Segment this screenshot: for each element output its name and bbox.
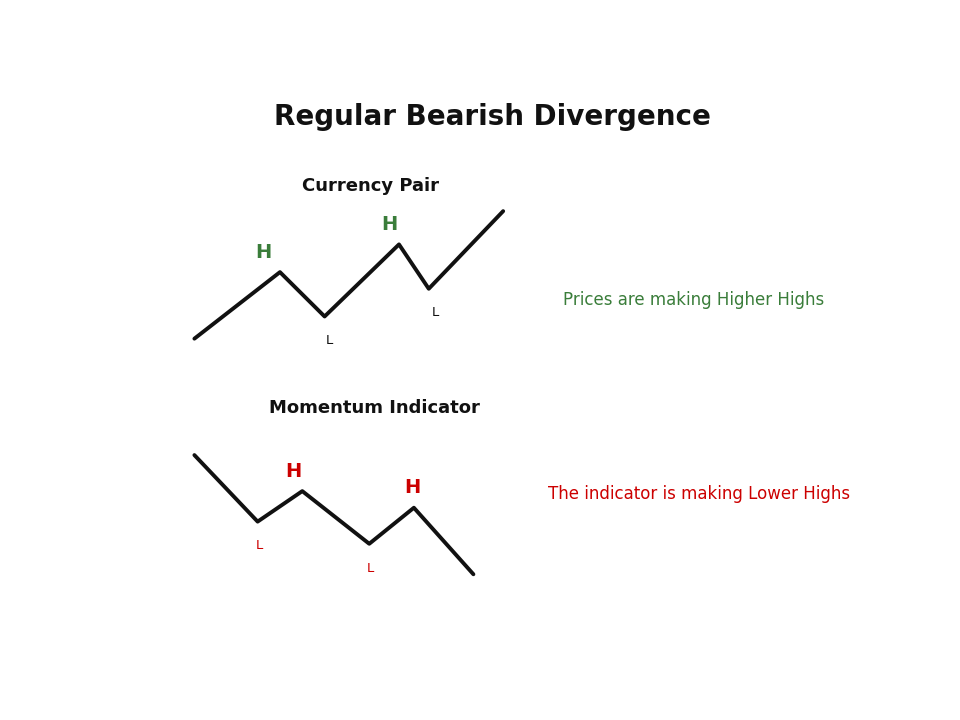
Text: L: L [367, 562, 373, 575]
Text: The indicator is making Lower Highs: The indicator is making Lower Highs [548, 485, 850, 503]
Text: L: L [256, 539, 263, 552]
Text: H: H [255, 243, 272, 261]
Text: H: H [381, 215, 397, 234]
Text: Prices are making Higher Highs: Prices are making Higher Highs [563, 291, 824, 309]
Text: L: L [326, 334, 333, 347]
Text: L: L [432, 307, 439, 320]
Text: Momentum Indicator: Momentum Indicator [269, 399, 480, 417]
Text: Currency Pair: Currency Pair [302, 177, 440, 195]
Text: H: H [285, 462, 301, 480]
Text: H: H [404, 478, 420, 498]
Text: Regular Bearish Divergence: Regular Bearish Divergence [274, 103, 710, 131]
